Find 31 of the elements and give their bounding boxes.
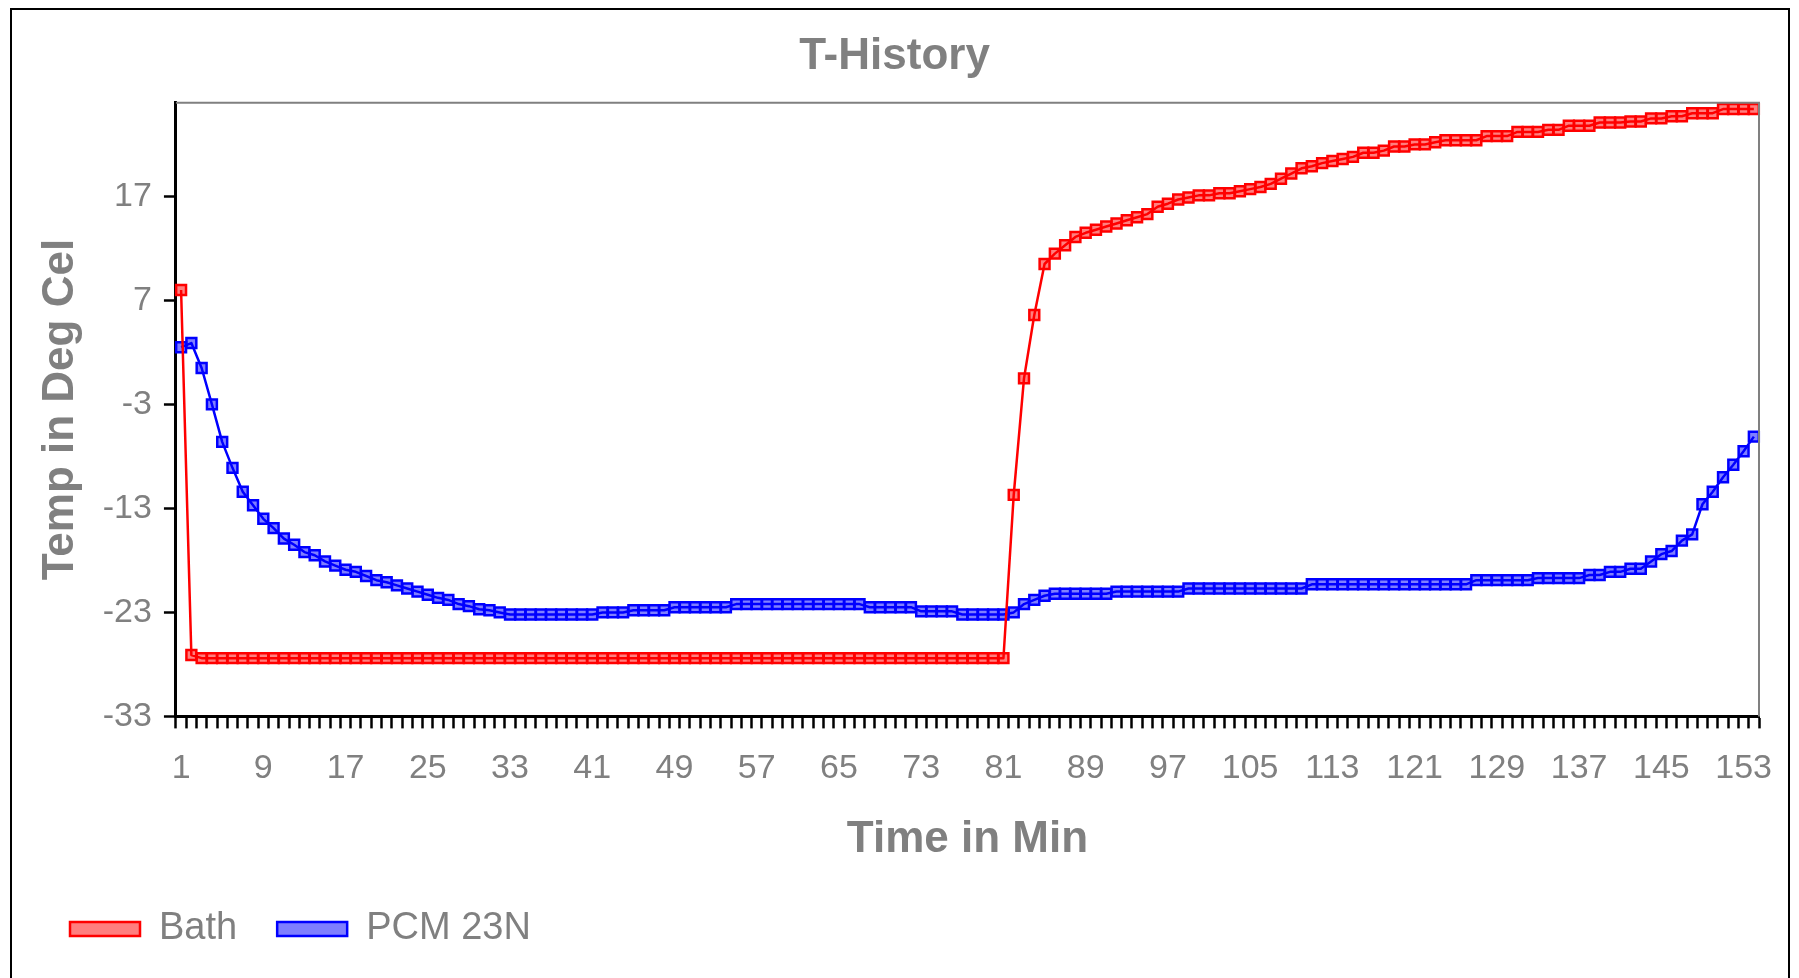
x-tick-label: 105 bbox=[1221, 747, 1279, 786]
x-tick-label: 49 bbox=[655, 747, 694, 786]
x-tick-label: 41 bbox=[573, 747, 612, 786]
x-tick-label: 1 bbox=[171, 747, 191, 786]
x-tick-label: 137 bbox=[1550, 747, 1608, 786]
x-tick-label: 121 bbox=[1386, 747, 1443, 786]
x-tick-label: 97 bbox=[1149, 747, 1187, 786]
y-tick-label: 7 bbox=[133, 278, 152, 317]
x-tick-label: 129 bbox=[1468, 747, 1526, 786]
y-tick-label: -23 bbox=[102, 590, 152, 629]
y-tick-label: -13 bbox=[102, 486, 152, 525]
x-tick-label: 25 bbox=[408, 747, 447, 786]
y-tick-label: 17 bbox=[114, 174, 152, 213]
y-tick-label: -33 bbox=[102, 694, 152, 733]
x-tick-label: 89 bbox=[1066, 747, 1105, 786]
x-tick-label: 57 bbox=[737, 747, 776, 786]
x-tick-label: 145 bbox=[1632, 747, 1690, 786]
y-axis-title: Temp in Deg Cel bbox=[32, 238, 82, 581]
legend-label: Bath bbox=[159, 905, 238, 948]
x-tick-label: 113 bbox=[1305, 747, 1360, 786]
y-tick-label: -3 bbox=[121, 382, 152, 421]
x-axis-title: Time in Min bbox=[846, 811, 1089, 861]
legend-label: PCM 23N bbox=[366, 905, 531, 948]
x-tick-label: 17 bbox=[326, 747, 365, 786]
x-tick-label: 65 bbox=[820, 747, 858, 786]
chart-title: T-History bbox=[799, 28, 991, 78]
x-tick-label: 81 bbox=[984, 747, 1023, 786]
x-tick-label: 73 bbox=[902, 747, 941, 786]
x-tick-label: 153 bbox=[1715, 747, 1772, 786]
x-tick-label: 9 bbox=[253, 747, 273, 786]
x-tick-label: 33 bbox=[491, 747, 529, 786]
